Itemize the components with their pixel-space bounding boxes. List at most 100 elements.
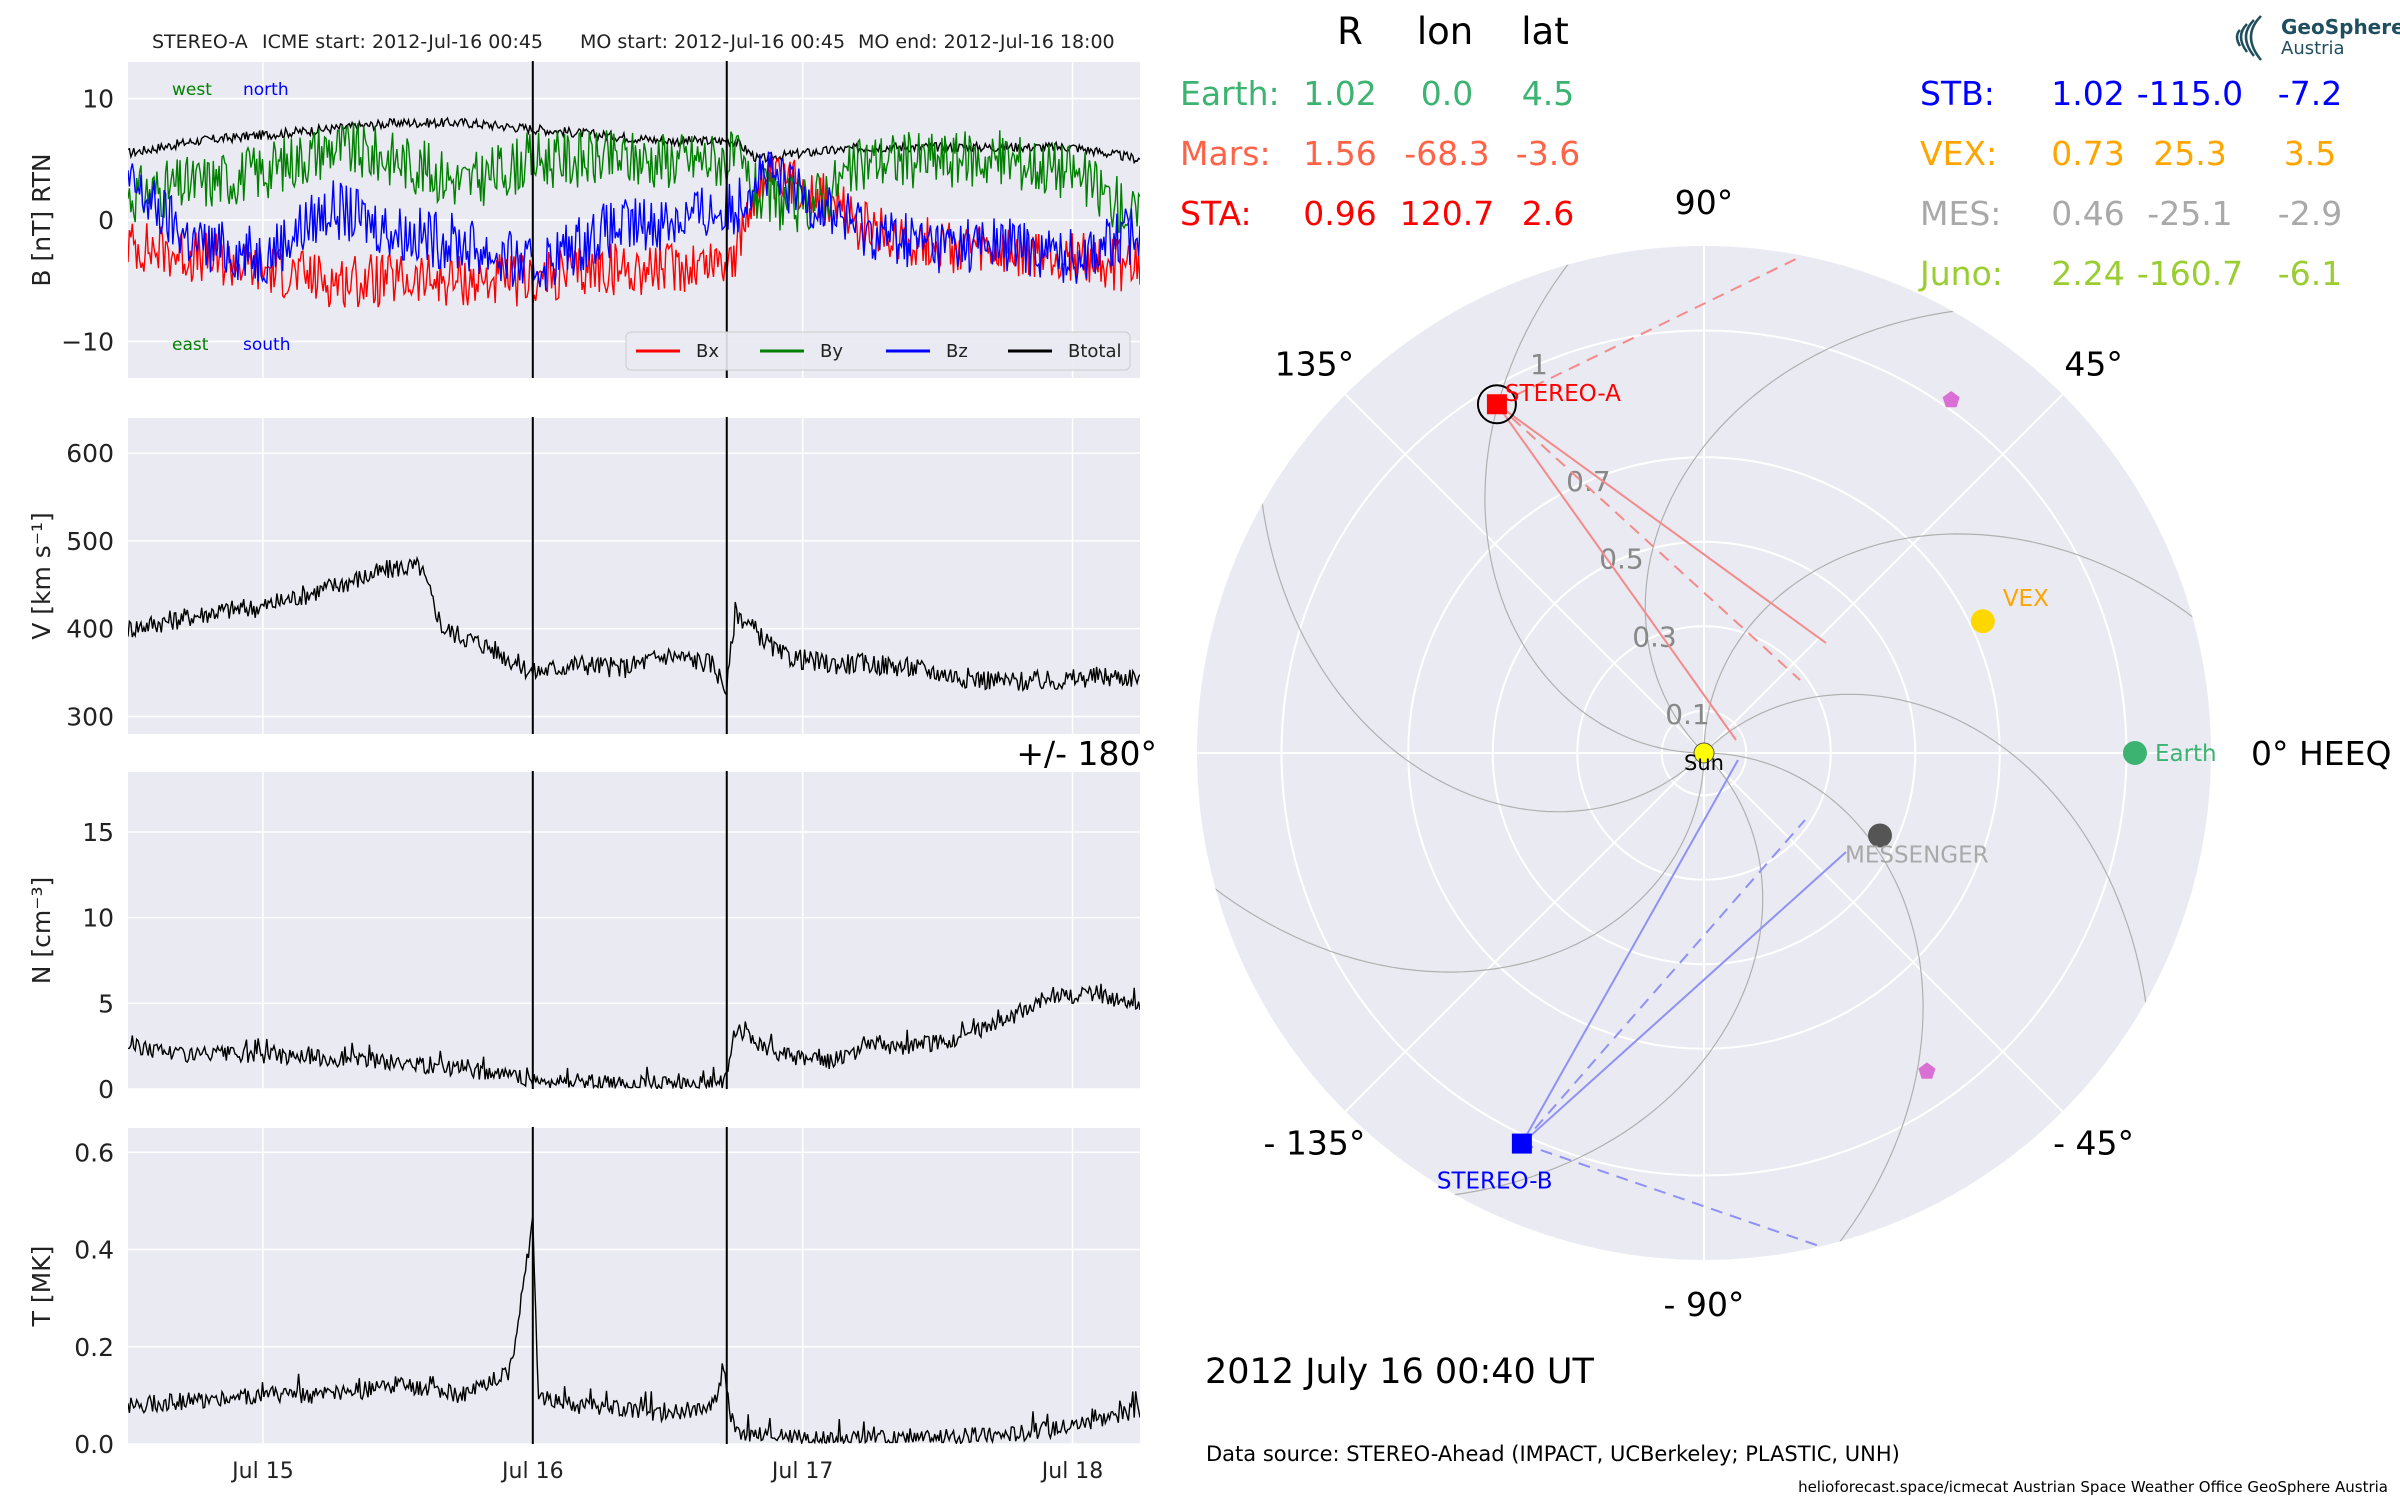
body-marker-pentagon: [1918, 1062, 1936, 1079]
angle-label: - 45°: [2053, 1124, 2134, 1163]
parker-spirals: [1197, 246, 2211, 1260]
y-tick-label: 300: [66, 702, 114, 731]
polar-grid-ring: [1407, 456, 2001, 1050]
body-label: STEREO-B: [1437, 1169, 1553, 1195]
radial-tick-label: 1: [1530, 348, 1548, 381]
timestamp: 2012 July 16 00:40 UT: [1205, 1352, 1595, 1392]
header-mo-start: MO start: 2012-Jul-16 00:45: [580, 31, 845, 53]
table-value-lon: 120.7: [1400, 194, 1494, 233]
table-value-r: 0.73: [2051, 134, 2124, 173]
sta-fov-line: [1496, 257, 1799, 406]
legend-label: Bx: [696, 341, 719, 362]
geosphere-logo: GeoSphere Austria: [2235, 15, 2400, 61]
table-value-lat: -2.9: [2278, 194, 2342, 233]
table-header-lat: lat: [1521, 10, 1568, 53]
table-value-lon: 25.3: [2153, 134, 2226, 173]
angle-label: 90°: [1675, 183, 1734, 222]
body-marker-pentagon: [1942, 391, 1960, 408]
table-value-lon: -115.0: [2137, 74, 2243, 113]
y-tick-label: 5: [98, 989, 114, 1018]
series-line-V: [128, 555, 1140, 697]
y-tick-label: 0.6: [74, 1138, 114, 1167]
table-header-lon: lon: [1417, 10, 1473, 53]
spiral-line: [1484, 246, 1705, 754]
position-table: R lon lat Earth: 1.02 0.0 4.5 Mars: 1.56 -68.3…: [1180, 10, 2342, 293]
stb-fov-line: [1521, 851, 1847, 1145]
angle-label: 135°: [1275, 344, 1355, 383]
y-tick-label: 0.2: [74, 1333, 114, 1362]
plot-background: [128, 772, 1140, 1089]
x-tick-label: Jul 15: [230, 1459, 294, 1484]
annotation-north: north: [243, 80, 289, 100]
y-tick-label: 0.0: [74, 1430, 114, 1459]
body-marker-earth: [2122, 741, 2147, 765]
series-line-N: [128, 983, 1140, 1089]
y-tick-label: 0: [98, 1075, 114, 1104]
annotation-east: east: [172, 335, 209, 355]
body-label: STEREO-A: [1505, 381, 1621, 407]
table-value-lat: -7.2: [2278, 74, 2342, 113]
footer-credits: helioforecast.space/icmecat Austrian Spa…: [1798, 1478, 2388, 1496]
table-body-name: Juno:: [1918, 254, 2003, 293]
y-axis-label: B [nT] RTN: [27, 153, 56, 286]
x-tick-label: Jul 17: [770, 1459, 834, 1484]
polar-grid-ring: [1660, 709, 1748, 797]
body-label: VEX: [2003, 586, 2049, 612]
y-tick-label: 15: [82, 818, 114, 847]
spiral-line: [1197, 752, 1705, 973]
legend-label: By: [820, 341, 843, 362]
table-value-r: 2.24: [2051, 254, 2124, 293]
spiral-line: [1258, 469, 1705, 813]
sta-fov-line: [1496, 403, 1801, 681]
series-line-T: [128, 1215, 1140, 1444]
header-spacecraft: STEREO-A: [152, 31, 248, 53]
body-marker-sun: [1693, 742, 1715, 764]
fov-lines: [1496, 257, 1847, 1248]
radial-tick-label: 0.1: [1665, 698, 1710, 731]
table-body-name: MES:: [1920, 194, 2001, 233]
table-value-lat: 4.5: [1522, 74, 1574, 113]
table-body-name: VEX:: [1920, 134, 1997, 173]
spiral-line: [1703, 693, 2150, 1037]
logo-line1: GeoSphere: [2281, 15, 2400, 39]
stb-fov-line: [1521, 1142, 1823, 1248]
table-value-r: 0.46: [2051, 194, 2124, 233]
table-value-r: 1.56: [1303, 134, 1376, 173]
spiral-line: [1644, 307, 1988, 754]
y-tick-label: 500: [66, 527, 114, 556]
temperature-panel: 0.6 0.4 0.2 0.0 T [MK]: [27, 1127, 1140, 1459]
table-value-lat: -3.6: [1516, 134, 1580, 173]
table-value-lon: -68.3: [1404, 134, 1489, 173]
annotation-west: west: [172, 80, 212, 100]
body-label: Sun: [1684, 751, 1724, 775]
table-body-name: STB:: [1920, 74, 1995, 113]
timeseries-panels: 10 0 −10 B [nT] RTN 600 500 400 300 V [km s⁻¹] 15…: [27, 61, 1140, 1484]
stb-fov-line: [1521, 819, 1806, 1145]
angle-label: 45°: [2064, 344, 2123, 383]
table-value-lon: 0.0: [1421, 74, 1473, 113]
header-icme-start: ICME start: 2012-Jul-16 00:45: [262, 31, 543, 53]
logo-line2: Austria: [2281, 38, 2345, 59]
sta-highlight-ring: [1476, 384, 1517, 425]
angle-label: - 90°: [1664, 1285, 1745, 1324]
polar-grid-ring: [1576, 625, 1832, 881]
angle-label: +/- 180°: [1016, 734, 1157, 773]
legend: Bx By Bz Btotal: [625, 331, 1131, 371]
density-panel: 15 10 5 0 N [cm⁻³]: [27, 771, 1140, 1104]
y-tick-label: 0: [98, 206, 114, 235]
body-label: Earth: [2155, 741, 2217, 767]
body-marker-stereo-a: [1486, 394, 1507, 415]
table-value-lon: -25.1: [2147, 194, 2232, 233]
legend-label: Btotal: [1068, 341, 1122, 362]
table-value-lon: -160.7: [2137, 254, 2243, 293]
spiral-line: [1420, 752, 1764, 1199]
data-source: Data source: STEREO-Ahead (IMPACT, UCBer…: [1206, 1442, 1900, 1466]
table-body-name: Mars:: [1180, 134, 1271, 173]
table-body-name: Earth:: [1180, 74, 1280, 113]
y-axis-label: N [cm⁻³]: [27, 877, 56, 984]
y-tick-label: 600: [66, 439, 114, 468]
annotation-south: south: [243, 335, 290, 355]
plot-background: [128, 418, 1140, 734]
table-header-r: R: [1337, 10, 1363, 53]
